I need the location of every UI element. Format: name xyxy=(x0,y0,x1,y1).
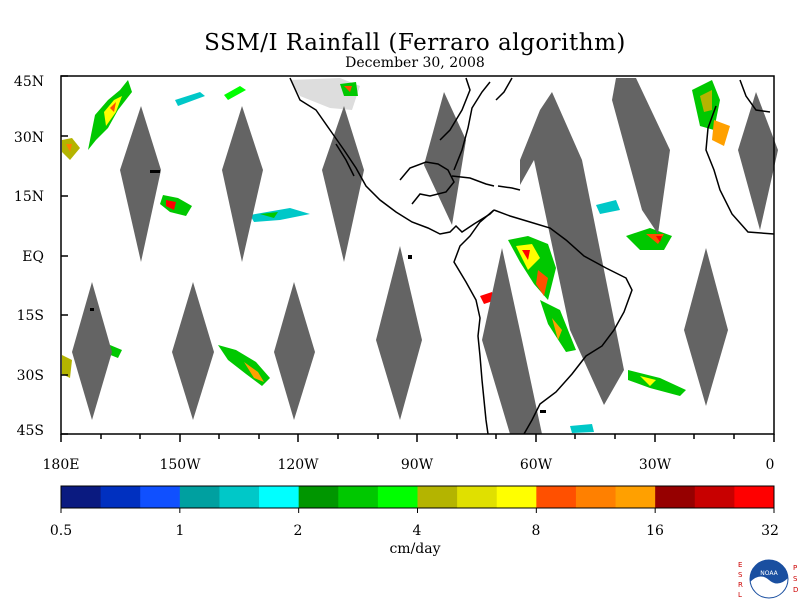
swath-12 xyxy=(482,248,542,434)
lon-label-180e: 180E xyxy=(42,457,80,473)
swath-10 xyxy=(274,282,315,420)
psd-letter-1: P xyxy=(793,564,797,572)
psd-letters: P S D xyxy=(793,564,798,594)
colorbar-swatch-7 xyxy=(298,486,339,508)
lat-label-30s: 30S xyxy=(16,368,44,384)
swath-3 xyxy=(322,106,364,262)
lon-label-60w: 60W xyxy=(519,457,553,473)
coast-gulf-of-california xyxy=(335,143,355,177)
colorbar-swatch-14 xyxy=(575,486,617,508)
island-south-pacific xyxy=(90,308,94,311)
falkland-island xyxy=(540,410,546,413)
coast-south-america xyxy=(453,209,633,435)
rainfall-patches xyxy=(62,78,730,433)
swath-7 xyxy=(738,92,778,230)
psd-letter-3: D xyxy=(793,586,798,594)
lon-label-120w: 120W xyxy=(277,457,319,473)
colorbar-tick-16: 16 xyxy=(646,523,664,539)
colorbar-swatch-15 xyxy=(615,486,656,508)
lon-ticks xyxy=(60,434,775,442)
map-background xyxy=(61,76,774,434)
swath-9 xyxy=(172,282,214,420)
coast-greenland-canada xyxy=(439,77,513,141)
lat-label-30n: 30N xyxy=(13,130,44,146)
colorbar xyxy=(60,485,775,513)
islands xyxy=(90,170,546,413)
swath-6 xyxy=(612,78,670,234)
colorbar-tick-8: 8 xyxy=(531,523,541,539)
rain-patch-north-pacific-coast xyxy=(290,78,360,110)
rain-patch-south-atlantic xyxy=(570,370,686,433)
colorbar-swatch-12 xyxy=(496,486,537,508)
lon-label-30w: 30W xyxy=(638,457,672,473)
colorbar-swatch-4 xyxy=(179,486,220,508)
colorbar-swatch-10 xyxy=(417,486,458,508)
colorbar-swatch-5 xyxy=(219,486,260,508)
lat-ticks xyxy=(61,75,68,435)
lon-label-90w: 90W xyxy=(400,457,434,473)
colorbar-swatch-1 xyxy=(61,486,102,508)
coast-hispaniola xyxy=(497,185,521,191)
rain-patch-amazon xyxy=(480,236,576,352)
colorbar-swatch-13 xyxy=(536,486,577,508)
lat-label-15s: 15S xyxy=(16,308,44,324)
coast-iberia xyxy=(739,79,771,113)
coast-west-africa xyxy=(705,105,775,235)
rain-patch-subtropical-pacific xyxy=(160,86,310,222)
esrl-letters: E S R L xyxy=(738,561,743,599)
swath-4 xyxy=(424,92,466,225)
lat-label-45s: 45S xyxy=(16,423,44,439)
coast-north-america xyxy=(289,77,495,235)
hawaii-island xyxy=(150,170,160,173)
colorbar-swatch-6 xyxy=(259,486,300,508)
esrl-letter-1: E xyxy=(738,561,742,569)
colorbar-swatch-16 xyxy=(655,486,696,508)
swath-13 xyxy=(684,248,728,406)
colorbar-swatch-2 xyxy=(100,486,141,508)
colorbar-swatch-3 xyxy=(140,486,181,508)
coastlines xyxy=(289,77,775,435)
esrl-letter-3: R xyxy=(738,581,743,589)
coast-florida-east xyxy=(453,81,491,171)
colorbar-swatch-9 xyxy=(377,486,418,508)
swath-5 xyxy=(520,92,624,405)
colorbar-tick-4: 4 xyxy=(412,523,422,539)
colorbar-tick-2: 2 xyxy=(293,523,303,539)
coast-cuba xyxy=(451,175,495,187)
colorbar-swatch-18 xyxy=(734,486,775,508)
colorbar-swatch-11 xyxy=(457,486,498,508)
galapagos-island xyxy=(408,255,412,259)
chart-subtitle: December 30, 2008 xyxy=(345,55,485,71)
esrl-psd-noaa-logo: E S R L NOAA P S D xyxy=(738,559,798,599)
colorbar-tick-32: 32 xyxy=(761,523,779,539)
satellite-swaths xyxy=(72,78,778,434)
lon-label-0: 0 xyxy=(765,457,775,473)
psd-letter-2: S xyxy=(793,575,798,583)
swath-2 xyxy=(222,106,263,262)
colorbar-tick-1: 1 xyxy=(175,523,185,539)
colorbar-tick-0-5: 0.5 xyxy=(49,523,73,539)
esrl-letter-2: S xyxy=(738,571,743,579)
swath-8 xyxy=(72,282,112,420)
swath-1 xyxy=(120,106,161,262)
colorbar-swatch-8 xyxy=(338,486,379,508)
noaa-text: NOAA xyxy=(760,570,778,577)
swath-11 xyxy=(376,246,422,420)
rain-patch-north-atlantic xyxy=(596,80,730,250)
lat-label-eq: EQ xyxy=(22,249,44,265)
coast-gulf-of-mexico xyxy=(399,161,455,205)
chart-title: SSM/I Rainfall (Ferraro algorithm) xyxy=(204,30,626,56)
rain-patch-northwest xyxy=(62,80,132,160)
lat-label-45n: 45N xyxy=(13,74,44,90)
lat-label-15n: 15N xyxy=(13,189,44,205)
rain-patch-southern-pacific xyxy=(62,345,270,386)
lon-label-150w: 150W xyxy=(159,457,201,473)
esrl-letter-4: L xyxy=(738,591,742,599)
colorbar-swatch-17 xyxy=(694,486,735,508)
colorbar-units: cm/day xyxy=(389,541,441,557)
